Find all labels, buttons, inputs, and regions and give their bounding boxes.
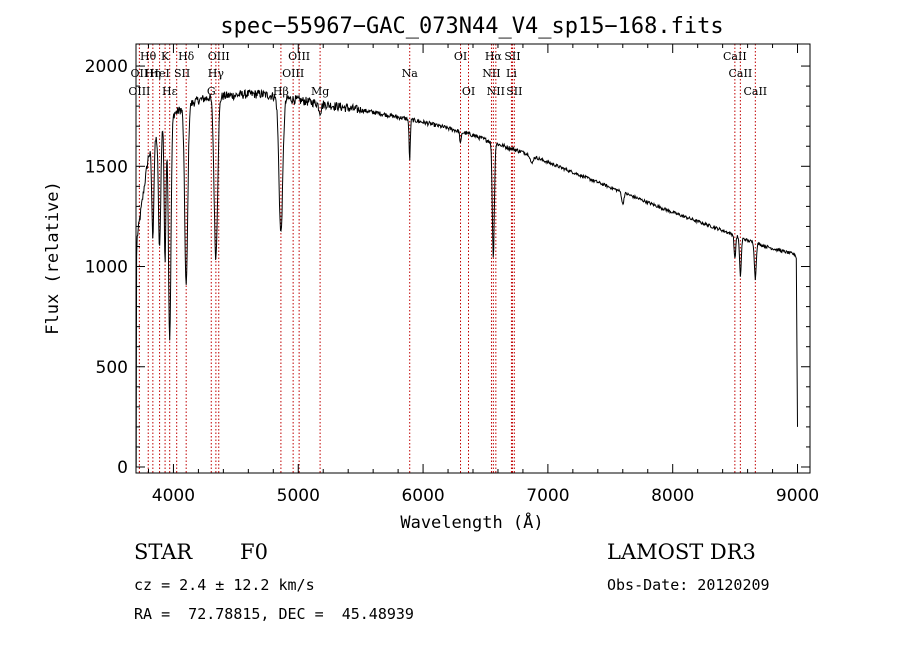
emission-line-markers: [138, 44, 756, 473]
y-axis-label: Flux (relative): [43, 181, 63, 335]
line-label: Hα: [485, 50, 503, 63]
line-label: SII: [174, 67, 190, 80]
observation-date: Obs-Date: 20120209: [607, 576, 770, 594]
line-label: OIII: [288, 50, 310, 63]
plot-frame: [135, 43, 811, 474]
x-tick-label: 7000: [526, 486, 569, 506]
y-tick-label: 2000: [85, 57, 128, 77]
line-label: K: [161, 50, 170, 63]
x-tick-label: 4000: [152, 486, 195, 506]
x-tick-label: 9000: [776, 486, 819, 506]
line-label: SII: [506, 85, 522, 98]
line-label: G: [207, 85, 216, 98]
x-axis-ticks: 4000 5000 6000 7000 8000 9000: [147, 44, 819, 506]
y-tick-label: 1000: [85, 258, 128, 278]
line-label: OI: [462, 85, 475, 98]
object-class: STAR: [134, 540, 193, 564]
y-tick-label: 500: [96, 358, 128, 378]
line-label: Li: [506, 67, 517, 80]
x-tick-label: 5000: [277, 486, 320, 506]
spectrum-line: [135, 88, 798, 468]
y-tick-label: 1500: [85, 157, 128, 177]
x-tick-label: 6000: [401, 486, 444, 506]
coordinates-text: RA = 72.78815, DEC = 45.48939: [134, 605, 414, 623]
line-label: Hε: [162, 85, 178, 98]
line-label: Hθ: [140, 50, 157, 63]
line-label: CaII: [723, 50, 747, 63]
line-label: OII: [131, 67, 149, 80]
x-tick-label: 8000: [651, 486, 694, 506]
line-label: Mg: [311, 85, 329, 98]
line-label: HeI: [149, 67, 169, 80]
line-label: OIII: [208, 50, 230, 63]
y-tick-label: 0: [117, 458, 128, 478]
line-label: Hβ: [273, 85, 289, 98]
line-label: OIII: [282, 67, 304, 80]
line-label: OI: [454, 50, 467, 63]
line-label: OIII: [128, 85, 150, 98]
line-label: CaII: [743, 85, 767, 98]
line-label: SII: [504, 50, 520, 63]
line-label: Hδ: [178, 50, 195, 63]
x-axis-label: Wavelength (Å): [400, 511, 543, 533]
line-label: CaII: [729, 67, 753, 80]
survey-name: LAMOST DR3: [607, 540, 756, 564]
line-label: NII: [487, 85, 505, 98]
line-label: Hγ: [208, 67, 225, 80]
y-axis-ticks: 0 500 1000 1500 2000: [85, 57, 810, 478]
line-label: NII: [482, 67, 500, 80]
line-label: Hη: [145, 67, 161, 80]
line-label: Na: [402, 67, 419, 80]
redshift-text: cz = 2.4 ± 12.2 km/s: [134, 576, 315, 594]
chart-title: spec−55967−GAC_073N44_V4_sp15−168.fits: [220, 14, 723, 39]
object-subclass: F0: [240, 540, 268, 564]
